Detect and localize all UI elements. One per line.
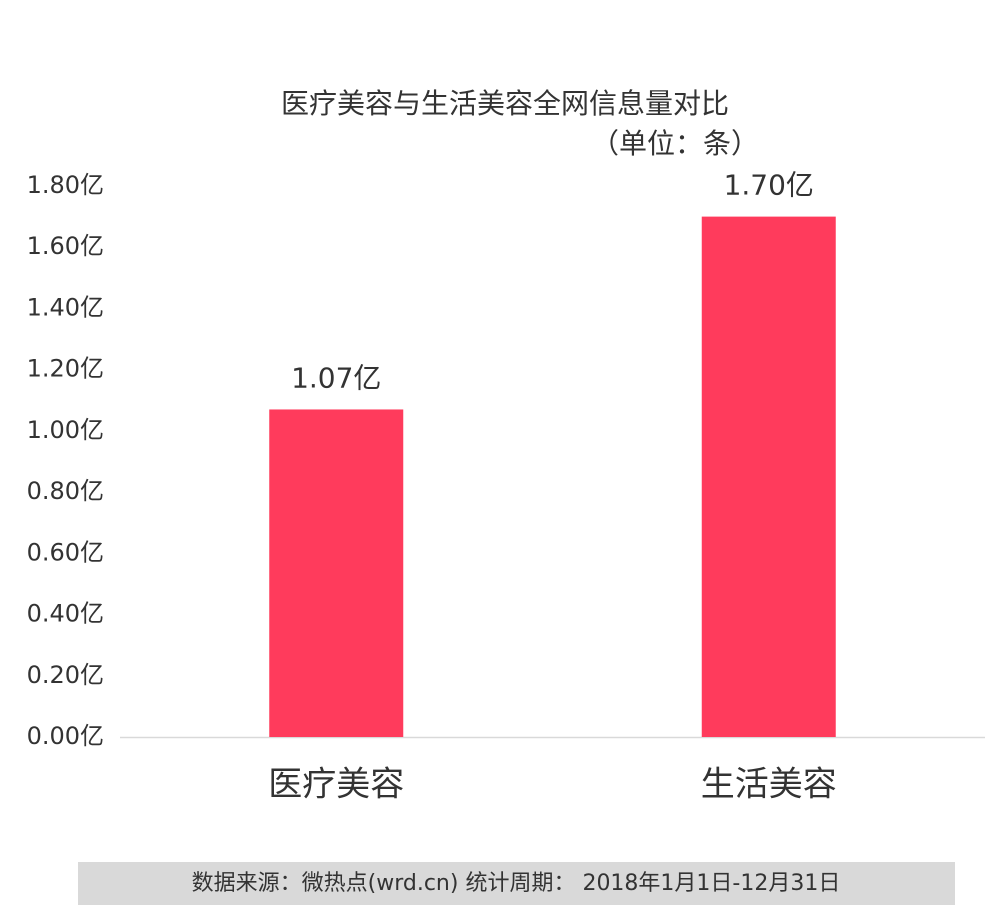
y-tick-label: 1.40亿 bbox=[27, 293, 104, 321]
y-tick-label: 0.20亿 bbox=[27, 661, 104, 689]
y-tick-label: 0.60亿 bbox=[27, 538, 104, 566]
value-label: 1.70亿 bbox=[724, 169, 814, 202]
y-tick-label: 0.80亿 bbox=[27, 477, 104, 505]
footer-box bbox=[78, 862, 955, 905]
y-tick-label: 0.00亿 bbox=[27, 722, 104, 750]
y-tick-label: 1.80亿 bbox=[27, 171, 104, 199]
x-tick-label: 生活美容 bbox=[701, 765, 837, 805]
value-label: 1.07亿 bbox=[291, 361, 381, 394]
y-tick-label: 1.00亿 bbox=[27, 416, 104, 444]
y-tick-label: 0.40亿 bbox=[27, 600, 104, 628]
footer-source: 数据来源：微热点(wrd.cn) 统计周期： 2018年1月1日-12月31日 bbox=[192, 871, 841, 896]
chart-subtitle: （单位：条） bbox=[591, 127, 759, 160]
chart-title: 医疗美容与生活美容全网信息量对比 bbox=[281, 87, 729, 120]
bar bbox=[701, 216, 836, 738]
y-tick-label: 1.20亿 bbox=[27, 355, 104, 383]
y-tick-label: 1.60亿 bbox=[27, 232, 104, 260]
bar bbox=[269, 409, 404, 737]
x-tick-label: 医疗美容 bbox=[268, 765, 404, 805]
